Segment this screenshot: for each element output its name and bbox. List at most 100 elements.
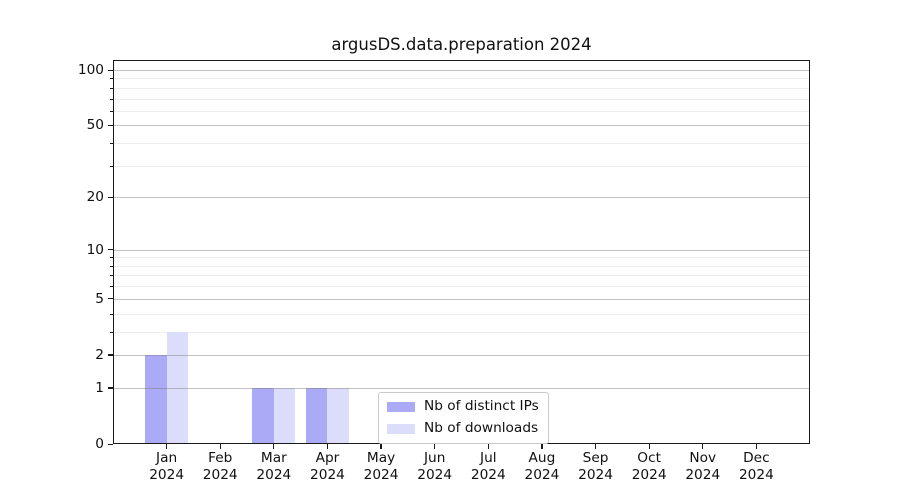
gridline-minor	[113, 78, 810, 80]
x-tick-year: 2024	[202, 466, 238, 483]
legend-item-downloads: Nb of downloads	[387, 421, 539, 436]
y-tick-minor	[110, 143, 113, 145]
gridline-major	[113, 298, 810, 300]
y-tick-minor	[110, 313, 113, 315]
x-tick-label: Jan 2024	[132, 450, 202, 483]
x-tick-label: Feb 2024	[185, 450, 255, 483]
x-tick-month: May	[366, 450, 396, 466]
x-tick-month: Oct	[637, 450, 661, 466]
x-tick	[166, 444, 168, 449]
x-tick-year: 2024	[149, 466, 185, 483]
gridline-major	[113, 125, 810, 127]
x-tick-label: Sep 2024	[561, 450, 631, 483]
gridline-minor	[113, 265, 810, 267]
y-tick-minor	[110, 78, 113, 80]
y-tick-label: 5	[95, 290, 104, 307]
x-tick-month: Sep	[582, 450, 609, 466]
bar-downloads-apr	[327, 387, 349, 444]
y-tick-minor	[110, 87, 113, 89]
x-tick	[541, 444, 543, 449]
x-tick	[648, 444, 650, 449]
x-tick-month: Dec	[743, 450, 770, 466]
y-tick-major	[108, 298, 113, 300]
x-tick-year: 2024	[363, 466, 399, 483]
x-tick	[273, 444, 275, 449]
legend: Nb of distinct IPs Nb of downloads	[378, 392, 549, 444]
y-tick-label: 50	[86, 117, 104, 134]
x-tick-year: 2024	[256, 466, 292, 483]
y-tick-major	[108, 443, 113, 445]
x-tick-label: Jul 2024	[453, 450, 523, 483]
legend-label-distinct-ips: Nb of distinct IPs	[424, 398, 539, 414]
y-tick-minor	[110, 98, 113, 100]
bar-distinct-ips-jan	[145, 354, 167, 444]
y-tick-major	[108, 354, 113, 356]
y-tick-label: 2	[95, 346, 104, 363]
x-tick	[702, 444, 704, 449]
x-tick-label: Jun 2024	[400, 450, 470, 483]
bar-distinct-ips-apr	[306, 387, 328, 444]
x-tick-year: 2024	[524, 466, 560, 483]
y-tick-label: 0	[95, 436, 104, 452]
legend-swatch-distinct-ips	[387, 402, 415, 412]
gridline-minor	[113, 87, 810, 89]
gridline-major	[113, 70, 810, 71]
x-tick-month: Jul	[480, 450, 497, 466]
x-tick	[326, 444, 329, 449]
x-tick-month: Mar	[260, 450, 287, 466]
x-tick-label: Oct 2024	[614, 450, 684, 483]
x-tick-month: Aug	[528, 450, 556, 466]
x-tick-year: 2024	[685, 466, 721, 483]
gridline-minor	[113, 313, 810, 315]
x-tick-year: 2024	[470, 466, 506, 483]
x-tick-label: Nov 2024	[668, 450, 738, 483]
y-tick-minor	[110, 110, 113, 112]
x-tick-label: Dec 2024	[721, 450, 791, 483]
y-tick-major	[108, 196, 113, 198]
x-tick-label: Mar 2024	[239, 450, 309, 483]
y-tick-minor	[110, 257, 113, 259]
x-tick-month: Nov	[689, 450, 717, 466]
gridline-major	[113, 197, 810, 199]
x-tick-month: Feb	[208, 450, 233, 466]
y-tick-minor	[110, 331, 113, 333]
gridline-minor	[113, 257, 810, 259]
gridline-minor	[113, 331, 810, 333]
x-tick	[487, 444, 489, 449]
x-tick-year: 2024	[310, 466, 345, 483]
x-tick-year: 2024	[738, 466, 774, 483]
y-tick-label: 100	[77, 62, 104, 78]
y-tick-label: 20	[86, 189, 104, 206]
x-tick	[594, 444, 597, 449]
gridline-minor	[113, 275, 810, 277]
x-tick-year: 2024	[631, 466, 667, 483]
x-tick-year: 2024	[417, 466, 453, 483]
legend-swatch-downloads	[387, 424, 415, 434]
x-tick-label: Apr 2024	[292, 450, 362, 483]
x-tick-month: Jun	[423, 450, 446, 466]
x-tick-label: May 2024	[346, 450, 416, 483]
x-tick	[219, 444, 221, 449]
plot-border	[113, 60, 810, 444]
x-tick	[380, 444, 382, 449]
y-tick-label: 1	[95, 379, 104, 396]
y-tick-minor	[110, 275, 113, 277]
y-tick-major	[108, 69, 113, 71]
gridline-minor	[113, 110, 810, 112]
x-tick	[434, 444, 436, 449]
chart-title: argusDS.data.preparation 2024	[331, 35, 592, 54]
gridline-major	[113, 354, 810, 356]
y-tick-major	[108, 249, 113, 251]
y-tick-minor	[110, 286, 113, 288]
gridline-minor	[113, 165, 810, 167]
x-tick-year: 2024	[578, 466, 613, 483]
bar-downloads-mar	[273, 387, 296, 444]
gridline-minor	[113, 286, 810, 288]
y-tick-major	[108, 124, 113, 127]
legend-item-distinct-ips: Nb of distinct IPs	[387, 399, 539, 414]
gridline-major	[113, 387, 810, 389]
gridline-minor	[113, 143, 810, 145]
x-tick	[755, 444, 757, 449]
gridline-major	[113, 249, 810, 251]
